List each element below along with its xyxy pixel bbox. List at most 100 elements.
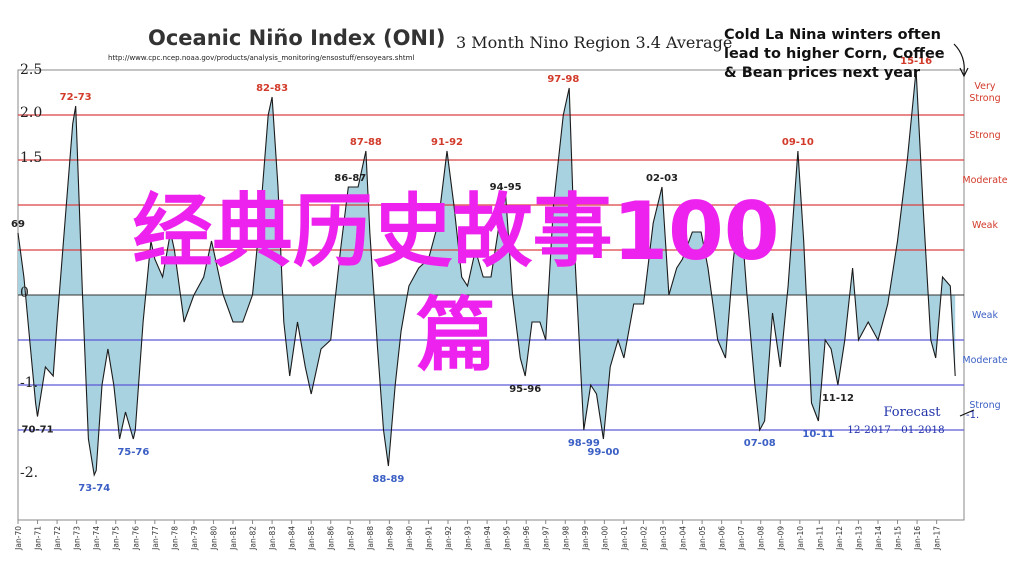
threshold-label-la_nina-4: Weak [972,310,999,321]
x-tick-label-46: Jan-16 [913,526,922,551]
event-label-73-74: 73-74 [78,483,110,494]
x-tick-label-23: Jan-93 [464,526,473,551]
x-tick-label-24: Jan-94 [483,526,492,551]
event-label-99-00: 99-00 [587,447,619,458]
x-tick-label-9: Jan-79 [190,526,199,551]
note-line-2: lead to higher Corn, Coffee [724,46,945,62]
threshold-label-el_nino-2: Moderate [962,175,1007,186]
x-tick-label-42: Jan-12 [835,526,844,551]
la-nina-note: Cold La Nina winters often lead to highe… [724,26,974,83]
x-tick-label-10: Jan-80 [209,526,218,551]
x-tick-label-2: Jan-72 [53,526,62,551]
note-line-1: Cold La Nina winters often [724,27,941,43]
note-line-3: & Bean prices next year [724,65,921,81]
threshold-label-la_nina-6: Strong [969,400,1000,411]
x-tick-label-8: Jan-78 [170,526,179,551]
x-tick-label-1: Jan-71 [34,526,43,551]
note-arrow [953,43,965,75]
x-tick-label-25: Jan-95 [503,526,512,551]
x-tick-label-13: Jan-83 [268,526,277,551]
x-tick-label-28: Jan-98 [561,526,570,551]
x-tick-label-45: Jan-15 [894,526,903,551]
x-tick-label-5: Jan-75 [112,526,121,551]
event-label-70-71: 70-71 [22,425,54,436]
x-tick-label-18: Jan-88 [366,526,375,551]
chart-title: Oceanic Niño Index (ONI) [148,26,446,50]
overlay-line-2: 篇 [416,289,496,382]
event-label-88-89: 88-89 [372,474,404,485]
x-tick-label-14: Jan-84 [288,526,297,551]
forecast-range: 12-2017 - 01-2018 [847,424,945,436]
event-label-72-73: 72-73 [60,92,92,103]
x-tick-label-34: Jan-04 [679,526,688,551]
event-label-82-83: 82-83 [256,83,288,94]
event-label-91-92: 91-92 [431,137,463,148]
threshold-label-el_nino-1: Strong [969,130,1000,141]
x-tick-label-3: Jan-73 [73,526,82,551]
x-tick-label-27: Jan-97 [542,526,551,551]
y-tick-label-8: -2. [20,465,38,481]
x-tick-label-36: Jan-06 [718,526,727,551]
x-tick-label-39: Jan-09 [776,526,785,551]
y-tick-label-4: 0 [20,285,29,301]
x-tick-label-33: Jan-03 [659,526,668,551]
event-label-69: 69 [11,219,25,230]
x-tick-label-30: Jan-00 [600,526,609,551]
x-tick-label-19: Jan-89 [385,526,394,551]
note-arrow-head [959,67,969,78]
x-tick-label-4: Jan-74 [92,526,101,551]
threshold-label-el_nino-0-0: Very [974,81,996,92]
x-tick-label-26: Jan-96 [522,526,531,551]
x-tick-label-31: Jan-01 [620,526,629,551]
x-tick-label-32: Jan-02 [639,526,648,551]
event-label-94-95: 94-95 [490,182,522,193]
x-tick-label-6: Jan-76 [131,526,140,551]
x-tick-label-29: Jan-99 [581,526,590,551]
event-label-07-08: 07-08 [744,438,776,449]
event-label-97-98: 97-98 [547,74,579,85]
event-label-10-11: 10-11 [802,429,834,440]
event-label-11-12: 11-12 [822,393,854,404]
x-tick-label-16: Jan-86 [327,526,336,551]
event-label-09-10: 09-10 [782,137,814,148]
event-label-02-03: 02-03 [646,173,678,184]
threshold-label-la_nina-5: Moderate [962,355,1007,366]
x-tick-label-40: Jan-10 [796,526,805,551]
x-tick-label-11: Jan-81 [229,526,238,551]
x-tick-label-47: Jan-17 [933,526,942,551]
y-tick-label-6: -1. [20,375,38,391]
oni-line [17,69,956,477]
x-tick-label-43: Jan-13 [854,526,863,551]
overlay-watermark-text: 经典历史故事100 篇 [36,180,876,388]
x-tick-label-21: Jan-91 [424,526,433,551]
x-tick-label-20: Jan-90 [405,526,414,551]
x-tick-label-7: Jan-77 [151,526,160,551]
x-tick-label-17: Jan-87 [346,526,355,551]
x-tick-label-0: Jan-70 [14,526,23,551]
x-tick-label-37: Jan-07 [737,526,746,551]
threshold-label-el_nino-3: Weak [972,220,999,231]
x-tick-label-38: Jan-08 [757,526,766,551]
x-tick-label-35: Jan-05 [698,526,707,551]
forecast-label: Forecast [883,405,941,420]
x-tick-label-15: Jan-85 [307,526,316,551]
event-label-86-87: 86-87 [334,173,366,184]
y-tick-label-1: 2.0 [20,105,42,121]
forecast-arrow [959,409,975,417]
event-label-87-88: 87-88 [350,137,382,148]
x-tick-label-22: Jan-92 [444,526,453,551]
overlay-line-1: 经典历史故事100 [132,185,780,278]
chart-subtitle: 3 Month Nino Region 3.4 Average [456,33,733,52]
event-label-95-96: 95-96 [509,384,541,395]
event-label-98-99: 98-99 [568,438,600,449]
oni-area [18,70,956,475]
x-tick-label-41: Jan-11 [815,526,824,551]
y-tick-label-0: 2.5 [20,62,42,78]
source-url: http://www.cpc.ncep.noaa.gov/products/an… [108,54,415,62]
x-tick-label-44: Jan-14 [874,526,883,551]
y-tick-label-2: 1.5 [20,150,42,166]
event-label-15-16: 15-16 [900,56,932,67]
x-tick-label-12: Jan-82 [249,526,258,551]
event-label-75-76: 75-76 [117,447,149,458]
